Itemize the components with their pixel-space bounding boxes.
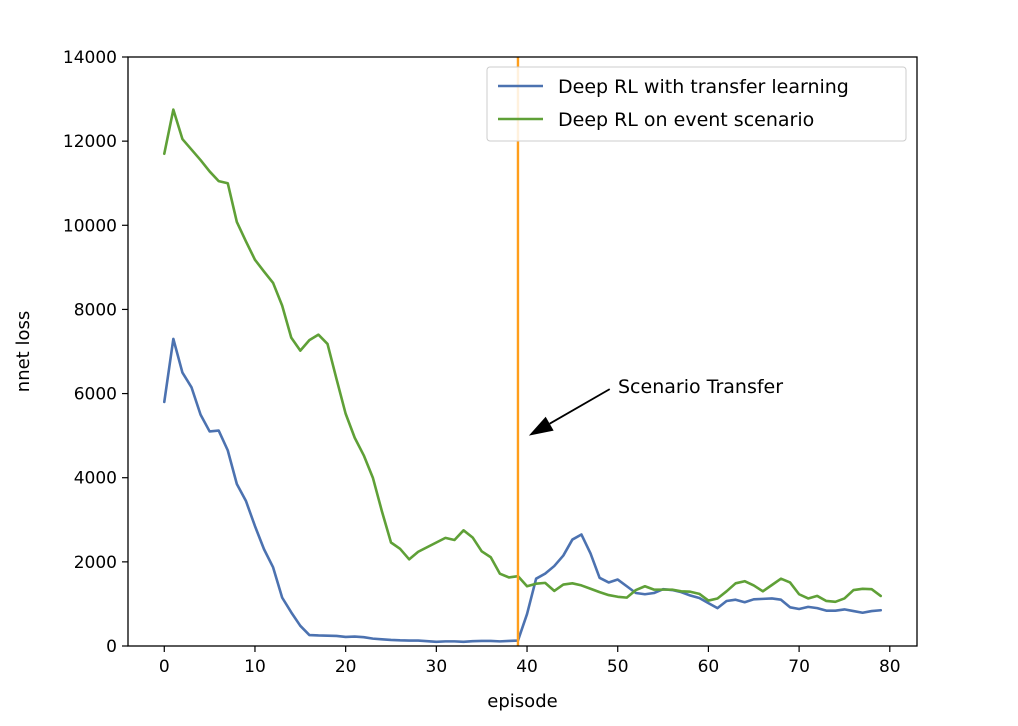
x-tick-label: 80 <box>879 657 901 677</box>
y-tick-label: 4000 <box>74 469 117 489</box>
x-axis-label: episode <box>487 691 557 712</box>
annotation-text: Scenario Transfer <box>618 376 783 398</box>
plot-frame <box>127 56 918 647</box>
x-tick-label: 20 <box>335 657 357 677</box>
x-tick-label: 50 <box>607 657 629 677</box>
x-tick-label: 40 <box>516 657 538 677</box>
legend: Deep RL with transfer learning Deep RL o… <box>486 66 907 142</box>
x-axis: 0 10 20 30 40 50 60 70 80 <box>159 646 901 677</box>
series-line-transfer <box>162 337 883 644</box>
y-tick-label: 12000 <box>63 132 117 152</box>
x-tick-label: 10 <box>244 657 266 677</box>
y-tick-label: 14000 <box>63 48 117 68</box>
y-axis-label: nnet loss <box>13 311 34 392</box>
series-line-event <box>162 108 883 604</box>
x-tick-label: 30 <box>426 657 448 677</box>
legend-box <box>486 66 907 142</box>
x-tick-label: 0 <box>159 657 170 677</box>
x-tick-label: 60 <box>698 657 720 677</box>
y-tick-label: 6000 <box>74 385 117 405</box>
x-tick-label: 70 <box>788 657 810 677</box>
y-tick-label: 8000 <box>74 300 117 320</box>
y-tick-label: 2000 <box>74 553 117 573</box>
legend-label-event: Deep RL on event scenario <box>558 109 814 131</box>
y-axis: 0 2000 4000 6000 8000 10000 12000 14000 <box>63 48 128 657</box>
annotation: Scenario Transfer <box>528 376 783 436</box>
y-tick-label: 10000 <box>63 216 117 236</box>
legend-label-transfer: Deep RL with transfer learning <box>558 76 849 98</box>
series-lines <box>162 108 883 644</box>
annotation-arrow-head <box>528 416 554 436</box>
y-tick-label: 0 <box>106 637 117 657</box>
annotation-arrow-shaft <box>549 388 611 425</box>
